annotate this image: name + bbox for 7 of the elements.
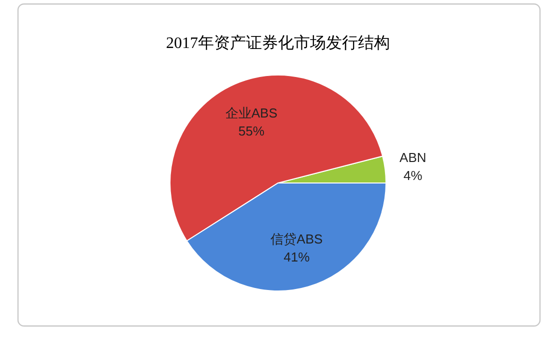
slice-label: 企业ABS: [225, 106, 278, 121]
slice-label: ABN: [400, 150, 426, 165]
data-label: 41%: [284, 249, 310, 264]
data-label: 4%: [404, 168, 423, 183]
slice-label: 信贷ABS: [270, 231, 324, 246]
chart-title: 2017年资产证券化市场发行结构: [166, 34, 390, 52]
data-label: 55%: [238, 124, 265, 139]
